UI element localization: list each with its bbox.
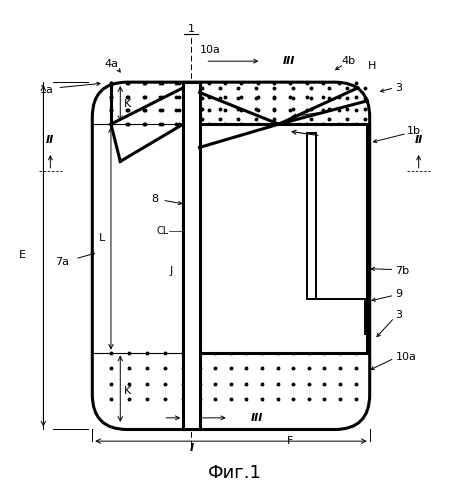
Text: 7a: 7a [55, 256, 69, 266]
Text: M: M [330, 211, 340, 221]
Text: 8: 8 [151, 194, 159, 203]
Text: K: K [124, 98, 131, 108]
Text: K: K [124, 386, 131, 396]
Text: III: III [283, 56, 295, 66]
Text: 10a: 10a [395, 352, 416, 362]
Text: II: II [46, 136, 54, 145]
Text: 10a: 10a [200, 44, 220, 54]
Bar [307, 134, 316, 299]
Text: 3: 3 [395, 310, 402, 320]
Text: III: III [250, 413, 263, 423]
Text: I: I [189, 443, 193, 453]
Text: 3: 3 [395, 83, 402, 93]
FancyBboxPatch shape [92, 82, 370, 430]
Text: F: F [287, 436, 294, 446]
Bar [183, 82, 199, 430]
Text: H: H [368, 61, 377, 71]
Text: 9: 9 [395, 290, 402, 300]
Text: 1: 1 [188, 24, 195, 34]
Text: 1a: 1a [40, 85, 53, 95]
Text: 7b: 7b [395, 266, 409, 276]
Text: 3: 3 [205, 306, 212, 316]
Text: CL: CL [156, 226, 168, 236]
Text: 4a: 4a [104, 58, 118, 68]
Bar [183, 124, 367, 352]
Text: 1b: 1b [407, 126, 421, 136]
Text: L: L [98, 234, 105, 243]
Text: 4b: 4b [341, 56, 356, 66]
Text: J: J [170, 266, 173, 276]
Text: E: E [19, 250, 26, 260]
Text: Фиг.1: Фиг.1 [208, 464, 261, 482]
Text: II: II [415, 136, 423, 145]
